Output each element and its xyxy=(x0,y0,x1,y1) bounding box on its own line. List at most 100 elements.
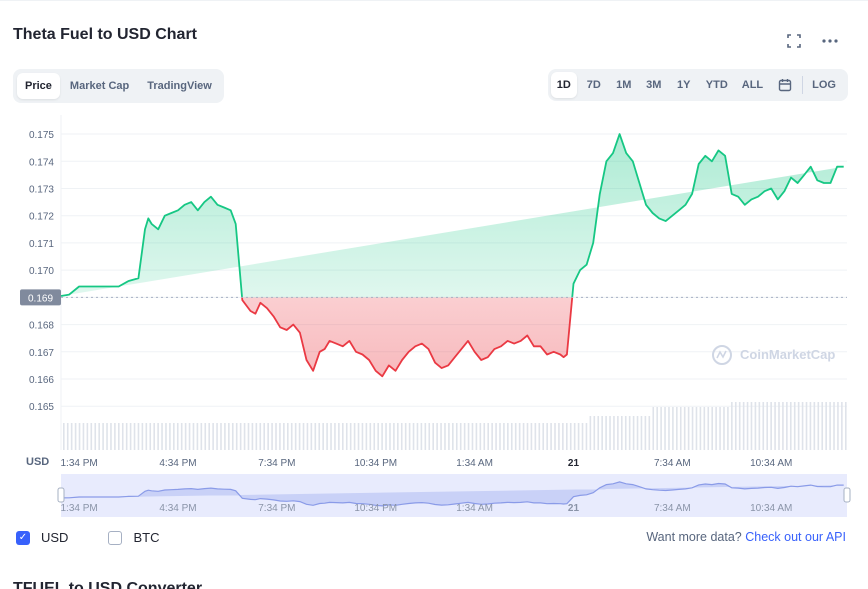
volume-bar xyxy=(192,423,195,450)
log-scale-button[interactable]: LOG xyxy=(812,79,836,91)
volume-bar xyxy=(404,423,407,450)
volume-bar xyxy=(562,423,564,450)
volume-bar xyxy=(74,423,77,450)
volume-bar xyxy=(793,402,796,450)
range-1y[interactable]: 1Y xyxy=(677,79,691,91)
tab-market-cap[interactable]: Market Cap xyxy=(69,80,130,92)
area-below-baseline xyxy=(242,297,573,377)
volume-bar xyxy=(762,402,765,450)
x-tick-label: 4:34 PM xyxy=(159,458,196,469)
x-tick-label: 21 xyxy=(568,458,580,469)
volume-bar xyxy=(691,407,694,450)
volume-bar xyxy=(452,423,454,450)
volume-bar xyxy=(597,416,600,450)
volume-bar xyxy=(200,423,203,450)
btc-checkbox[interactable] xyxy=(108,530,123,545)
volume-bar xyxy=(636,416,639,450)
x-axis-ticks: 1:34 PM 4:34 PM 7:34 PM 10:34 PM 1:34 AM 21 7:… xyxy=(61,458,793,469)
api-promo: Want more data? Check out our API xyxy=(646,530,846,544)
volume-bar xyxy=(369,423,372,450)
range-all[interactable]: ALL xyxy=(741,79,764,91)
volume-bar xyxy=(522,423,525,450)
navigator-right-handle[interactable] xyxy=(843,487,851,503)
volume-bar xyxy=(66,423,69,450)
volume-bar xyxy=(412,423,415,450)
volume-bar xyxy=(825,402,827,450)
usd-checkbox[interactable]: ✓ xyxy=(16,530,30,545)
volume-bar xyxy=(377,423,379,450)
volume-bar xyxy=(809,402,812,450)
volume-bar xyxy=(841,402,843,450)
volume-bar xyxy=(845,402,847,450)
volume-bar xyxy=(660,407,662,450)
volume-bar xyxy=(805,402,808,450)
volume-bar xyxy=(298,423,301,450)
y-tick-label: 0.175 xyxy=(29,130,54,141)
volume-bar xyxy=(385,423,387,450)
volume-bar xyxy=(750,402,753,450)
volume-bar xyxy=(220,423,222,450)
volume-bar xyxy=(361,423,364,450)
y-tick-label: 0.167 xyxy=(29,348,54,359)
range-1m[interactable]: 1M xyxy=(616,79,632,91)
volume-bar xyxy=(573,423,576,450)
volume-bar xyxy=(204,423,207,450)
navigator-tick-label: 10:34 AM xyxy=(750,503,792,514)
navigator-tick-label: 1:34 PM xyxy=(61,503,98,514)
volume-bar xyxy=(78,423,81,450)
range-7d[interactable]: 7D xyxy=(586,79,601,91)
fullscreen-icon[interactable] xyxy=(783,30,805,52)
range-navigator[interactable]: 1:34 PM 4:34 PM 7:34 PM 10:34 PM 1:34 AM 21 7:… xyxy=(57,474,851,517)
x-tick-label: 7:34 AM xyxy=(654,458,691,469)
volume-bar xyxy=(731,402,733,450)
volume-bar xyxy=(63,423,65,450)
price-chart[interactable]: 0.175 0.174 0.173 0.172 0.171 0.170 0.169 0.168… xyxy=(0,100,868,525)
volume-bar xyxy=(746,402,749,450)
range-divider xyxy=(802,76,804,94)
y-tick-label: 0.165 xyxy=(29,402,54,413)
volume-bar xyxy=(400,423,403,450)
volume-bar xyxy=(255,423,258,450)
volume-bar xyxy=(420,423,423,450)
more-dots-icon[interactable] xyxy=(819,30,841,52)
range-1d[interactable]: 1D xyxy=(550,72,577,98)
x-tick-label: 10:34 PM xyxy=(354,458,397,469)
api-link[interactable]: Check out our API xyxy=(745,530,846,544)
volume-bar xyxy=(70,423,73,450)
tab-tradingview[interactable]: TradingView xyxy=(147,80,212,92)
volume-bar xyxy=(114,423,116,450)
coinmarketcap-watermark: CoinMarketCap xyxy=(712,345,835,365)
volume-bar xyxy=(801,402,804,450)
volume-bar xyxy=(373,423,376,450)
calendar-icon[interactable] xyxy=(772,72,798,98)
y-tick-label: 0.168 xyxy=(29,321,54,332)
x-tick-label: 1:34 PM xyxy=(61,458,98,469)
volume-bar xyxy=(644,416,647,450)
volume-bar xyxy=(754,402,757,450)
volume-bar xyxy=(357,423,360,450)
price-line-up xyxy=(60,133,844,298)
volume-bar xyxy=(797,402,800,450)
volume-bar xyxy=(711,407,713,450)
volume-bar xyxy=(306,423,309,450)
volume-bar xyxy=(393,423,395,450)
volume-bar xyxy=(365,423,368,450)
range-ytd[interactable]: YTD xyxy=(705,79,728,91)
volume-bar xyxy=(589,416,592,450)
price-line xyxy=(60,133,844,378)
range-3m[interactable]: 3M xyxy=(646,79,662,91)
volume-bar xyxy=(593,416,596,450)
tab-price[interactable]: Price xyxy=(17,73,60,99)
volume-bar xyxy=(161,423,163,450)
volume-bar xyxy=(133,423,136,450)
volume-bar xyxy=(180,423,183,450)
volume-bar xyxy=(326,423,328,450)
volume-bar xyxy=(817,402,820,450)
volume-bar xyxy=(137,423,140,450)
volume-bar xyxy=(98,423,100,450)
volume-bar xyxy=(432,423,434,450)
time-range-selector: 1D 7D 1M 3M 1Y YTD ALL LOG xyxy=(547,69,848,101)
x-tick-label: 7:34 PM xyxy=(258,458,295,469)
navigator-left-handle[interactable] xyxy=(57,487,65,503)
volume-bar xyxy=(542,423,545,450)
